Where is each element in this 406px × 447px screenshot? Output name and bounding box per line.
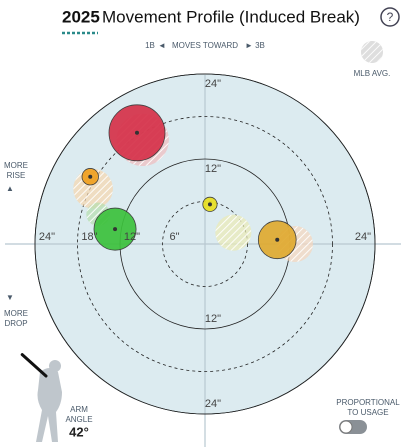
x-tick-label: 6" [169,231,179,243]
help-text[interactable]: ? [387,10,394,24]
arm-angle-label: ANGLE [65,415,92,424]
y-tick-label: 12" [205,313,221,325]
more-rise: MORE [4,161,28,170]
direction-left: 1B [145,41,155,50]
arrow-left: ◄ [158,41,166,50]
pitcher-figure [36,368,62,442]
pitch-center [275,237,280,242]
y-tick-label: 24" [205,78,221,90]
mlb-avg-label: MLB AVG. [354,69,391,78]
ring [34,73,376,415]
direction-right: 3B [255,41,265,50]
pitch-center [113,227,118,232]
chart-title: Movement Profile (Induced Break) [102,7,360,26]
arm-line [20,353,48,378]
pitch-center [88,174,93,179]
y-tick-label: 12" [205,163,221,175]
ring [77,116,333,372]
pitch-center [207,202,212,207]
more-rise: RISE [7,171,26,180]
toggle-label: PROPORTIONAL [336,398,400,407]
pitch-center [135,130,139,135]
title-year: 2025 [62,7,100,26]
arm-angle-value: 42° [69,424,89,439]
x-tick-label: 24" [355,231,371,243]
pitcher-head [49,360,61,372]
mlb-avg-icon-hatch [361,41,383,63]
direction-middle: MOVES TOWARD [172,41,238,50]
arrow-right: ► [245,41,253,50]
help-icon[interactable] [380,7,400,27]
more-drop: DROP [4,319,27,328]
mlb-avg-hatch [215,214,252,251]
x-tick-label: 24" [39,231,55,243]
x-tick-label: 18" [81,231,97,243]
rise-arrow: ▲ [6,184,14,193]
toggle-knob[interactable] [339,420,353,434]
drop-arrow: ▼ [6,293,14,302]
more-drop: MORE [4,309,28,318]
x-tick-label: 12" [124,231,140,243]
arm-angle-label: ARM [70,405,88,414]
y-tick-label: 24" [205,398,221,410]
toggle-label: TO USAGE [347,408,388,417]
